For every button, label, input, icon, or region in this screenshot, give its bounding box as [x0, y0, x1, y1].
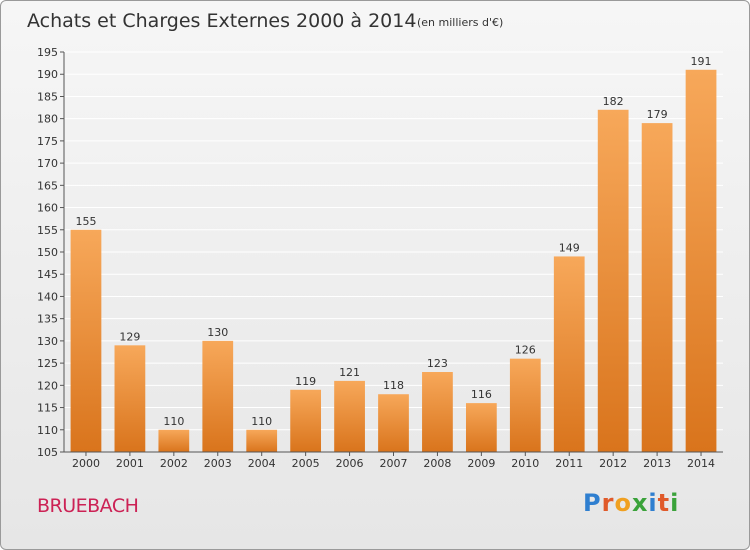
value-label: 129	[119, 330, 140, 343]
y-tick-label: 160	[37, 202, 58, 215]
y-tick-label: 125	[37, 357, 58, 370]
x-tick-label: 2012	[599, 457, 627, 470]
x-tick-label: 2013	[643, 457, 671, 470]
value-label: 110	[251, 415, 272, 428]
bar-2003	[202, 340, 234, 452]
brand-letter: t	[657, 489, 671, 517]
bar-2007	[378, 394, 409, 452]
value-label: 118	[383, 379, 404, 392]
chart-subtitle: (en milliers d'€)	[417, 16, 503, 29]
value-label: 155	[75, 215, 96, 228]
axis-layer: 105 110 115 120 125 130 135 140 145 150 155 160 165 1…	[37, 46, 723, 470]
y-tick-label: 140	[37, 290, 58, 303]
x-tick-label: 2002	[160, 457, 188, 470]
bar-2005	[290, 389, 322, 452]
value-label: 116	[471, 388, 492, 401]
y-tick-label: 170	[37, 157, 58, 170]
bar-2013	[641, 123, 673, 452]
y-tick-label: 150	[37, 246, 58, 259]
bar-2000	[70, 229, 102, 452]
y-tick-label: 180	[37, 113, 58, 126]
value-label: 123	[427, 357, 448, 370]
y-tick-label: 105	[37, 446, 58, 459]
value-label: 126	[515, 344, 536, 357]
y-tick-label: 120	[37, 379, 58, 392]
x-tick-label: 2001	[116, 457, 144, 470]
bar-2009	[465, 403, 497, 452]
x-tick-label: 2011	[555, 457, 583, 470]
brand-letter: o	[614, 489, 632, 517]
bar-2010	[509, 358, 541, 452]
y-tick-label: 195	[37, 46, 58, 59]
brand-letter: i	[648, 489, 658, 517]
y-tick-label: 185	[37, 90, 58, 103]
x-tick-label: 2000	[72, 457, 100, 470]
value-label: 110	[163, 415, 184, 428]
value-label: 130	[207, 326, 228, 339]
y-tick-label: 190	[37, 68, 58, 81]
x-tick-label: 2009	[467, 457, 495, 470]
value-label: 119	[295, 375, 316, 388]
x-tick-label: 2008	[423, 457, 451, 470]
brand-logo: Proxiti	[583, 489, 679, 517]
brand-letter: P	[583, 489, 602, 517]
brand-letter: x	[631, 489, 649, 517]
y-tick-label: 110	[37, 424, 58, 437]
bar-2012	[597, 109, 629, 453]
value-label: 191	[691, 55, 712, 68]
y-tick-label: 155	[37, 224, 58, 237]
x-tick-label: 2003	[204, 457, 232, 470]
place-name: BRUEBACH	[37, 495, 139, 517]
chart-title: Achats et Charges Externes 2000 à 2014	[27, 10, 416, 32]
bar-2001	[114, 345, 146, 452]
bar-2011	[553, 256, 585, 452]
bar-2014	[685, 69, 717, 453]
bar-2002	[158, 429, 190, 452]
bar-2008	[422, 372, 453, 452]
brand-letter: i	[670, 489, 680, 517]
x-tick-label: 2004	[248, 457, 276, 470]
y-tick-label: 130	[37, 335, 58, 348]
y-tick-label: 165	[37, 179, 58, 192]
x-tick-label: 2006	[336, 457, 364, 470]
value-label: 121	[339, 366, 360, 379]
y-tick-label: 135	[37, 313, 58, 326]
y-tick-label: 145	[37, 268, 58, 281]
x-tick-label: 2007	[380, 457, 408, 470]
y-tick-label: 175	[37, 135, 58, 148]
value-label: 149	[559, 241, 580, 254]
brand-letter: r	[601, 489, 615, 517]
value-label: 179	[647, 108, 668, 121]
x-tick-label: 2010	[511, 457, 539, 470]
bar-2004	[246, 429, 278, 452]
bar-2006	[334, 380, 365, 452]
x-tick-label: 2014	[687, 457, 715, 470]
value-label: 182	[603, 95, 624, 108]
y-tick-label: 115	[37, 402, 58, 415]
bar-layer: 155 129 110 130 110 119 121 118 123 116 126 149 182 1…	[70, 55, 717, 453]
x-tick-label: 2005	[292, 457, 320, 470]
